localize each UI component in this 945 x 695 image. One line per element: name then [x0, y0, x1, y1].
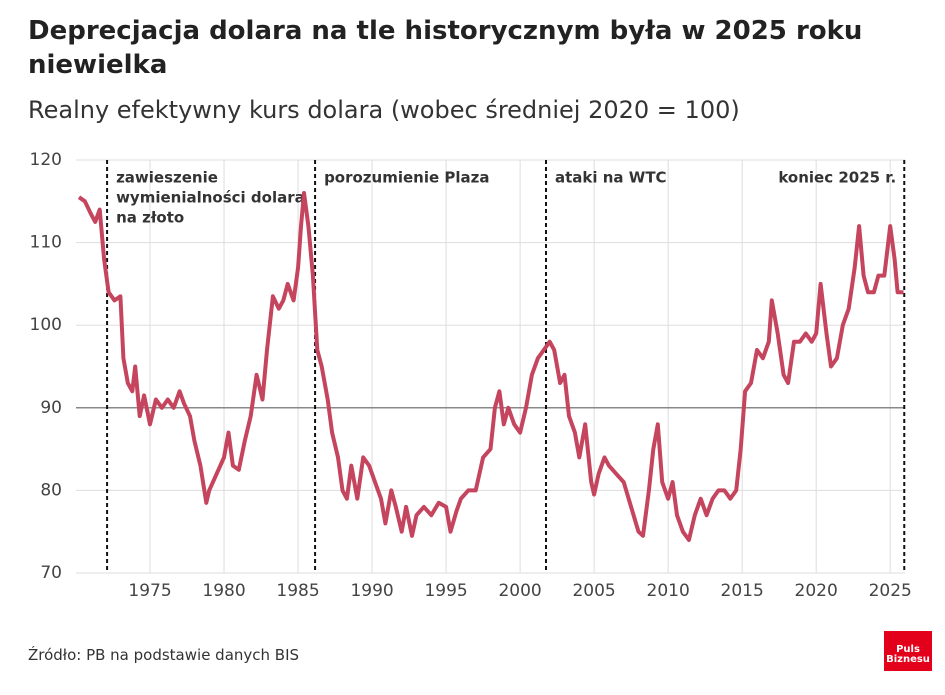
- x-tick-label: 1990: [350, 581, 393, 601]
- chart-title: Deprecjacja dolara na tle historycznym b…: [28, 16, 863, 80]
- x-tick-label: 2010: [647, 581, 690, 601]
- x-tick-label: 1980: [202, 581, 245, 601]
- x-tick-label: 2000: [498, 581, 541, 601]
- x-tick-label: 2020: [795, 581, 838, 601]
- logo: Puls Biznesu: [884, 631, 932, 671]
- annotation-label: na złoto: [116, 209, 184, 227]
- x-tick-label: 2005: [572, 581, 615, 601]
- annotation-label: zawieszenie: [116, 169, 218, 187]
- annotation-label: wymienialności dolara: [116, 189, 305, 207]
- x-tick-label: 1975: [128, 581, 171, 601]
- logo-text: Biznesu: [886, 654, 930, 665]
- x-tick-label: 2025: [869, 581, 912, 601]
- y-tick-label: 120: [30, 150, 62, 170]
- y-tick-label: 80: [40, 480, 62, 500]
- y-tick-label: 70: [40, 563, 62, 583]
- annotation-label: ataki na WTC: [555, 169, 667, 187]
- x-tick-label: 2015: [721, 581, 764, 601]
- data-line: [77, 191, 904, 542]
- y-tick-label: 90: [40, 398, 62, 418]
- chart-subtitle: Realny efektywny kurs dolara (wobec śred…: [28, 96, 740, 124]
- x-tick-label: 1985: [276, 581, 319, 601]
- logo-text: Puls: [896, 644, 920, 655]
- annotation-label: porozumienie Plaza: [324, 169, 489, 187]
- y-tick-label: 100: [30, 315, 62, 335]
- y-tick-label: 110: [30, 233, 62, 253]
- x-tick-label: 1995: [424, 581, 467, 601]
- source-note: Źródło: PB na podstawie danych BIS: [28, 646, 300, 664]
- annotation-label: koniec 2025 r.: [778, 169, 896, 187]
